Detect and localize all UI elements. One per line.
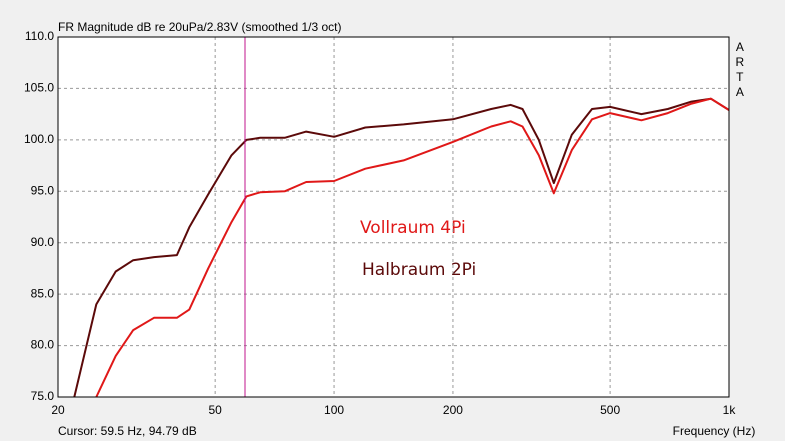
- x-tick-label: 200: [443, 403, 463, 417]
- x-tick-label: 50: [208, 403, 222, 417]
- y-tick-label: 80.0: [31, 338, 55, 352]
- plot-area: [58, 37, 729, 397]
- x-tick-label: 100: [324, 403, 344, 417]
- x-tick-label: 500: [600, 403, 620, 417]
- y-tick-label: 75.0: [31, 389, 55, 403]
- legend-entry: Halbraum 2Pi: [362, 260, 476, 280]
- plot-frame: [57, 36, 730, 398]
- series-line: [95, 97, 729, 397]
- y-tick-label: 100.0: [24, 132, 54, 146]
- y-tick-label: 110.0: [25, 29, 54, 43]
- y-tick-label: 90.0: [31, 235, 55, 249]
- chart-title: FR Magnitude dB re 20uPa/2.83V (smoothed…: [58, 20, 342, 34]
- x-axis-label: Frequency (Hz): [673, 424, 756, 438]
- x-tick-label: 1k: [723, 403, 737, 417]
- series-line: [73, 97, 729, 397]
- y-tick-label: 95.0: [31, 183, 55, 197]
- brand: ARTA: [733, 40, 747, 100]
- y-tick-label: 105.0: [24, 81, 54, 95]
- x-tick-label: 20: [51, 403, 65, 417]
- y-tick-label: 85.0: [31, 286, 55, 300]
- cursor-readout: Cursor: 59.5 Hz, 94.79 dB: [58, 424, 197, 438]
- legend-entry: Vollraum 4Pi: [360, 218, 466, 238]
